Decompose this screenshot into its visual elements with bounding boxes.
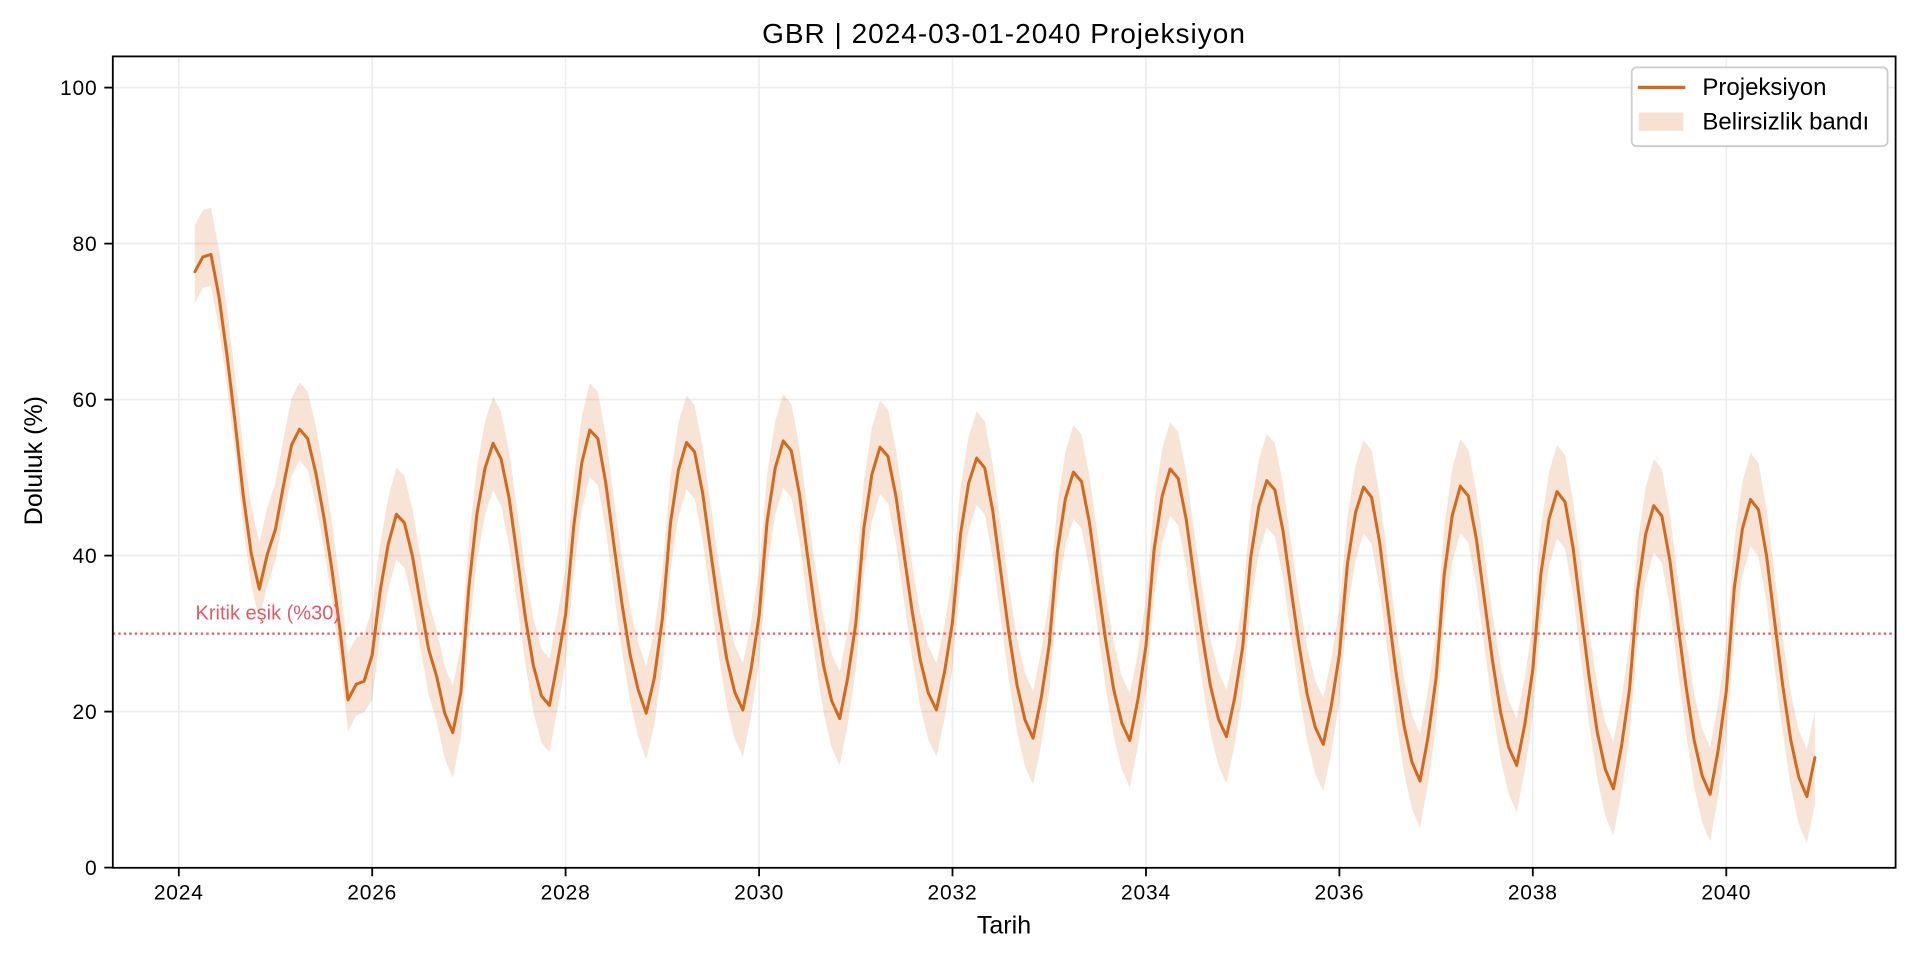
svg-text:2036: 2036 xyxy=(1314,882,1364,905)
svg-text:40: 40 xyxy=(73,545,98,568)
svg-text:100: 100 xyxy=(60,77,97,100)
svg-text:2024: 2024 xyxy=(154,882,204,905)
svg-text:2032: 2032 xyxy=(928,882,978,905)
svg-text:80: 80 xyxy=(73,233,98,256)
svg-text:60: 60 xyxy=(73,389,98,412)
svg-text:Tarih: Tarih xyxy=(977,912,1031,940)
svg-text:20: 20 xyxy=(73,701,98,724)
svg-text:Belirsizlik bandı: Belirsizlik bandı xyxy=(1702,109,1869,136)
svg-text:2026: 2026 xyxy=(347,882,397,905)
svg-text:GBR | 2024-03-01-2040 Projeksi: GBR | 2024-03-01-2040 Projeksiyon xyxy=(762,18,1246,49)
svg-text:Doluluk (%): Doluluk (%) xyxy=(20,396,48,525)
svg-text:2030: 2030 xyxy=(734,882,784,905)
svg-text:2028: 2028 xyxy=(541,882,591,905)
svg-text:2034: 2034 xyxy=(1121,882,1171,905)
svg-text:0: 0 xyxy=(85,857,97,880)
svg-text:Kritik eşik (%30): Kritik eşik (%30) xyxy=(196,603,340,625)
svg-text:2038: 2038 xyxy=(1508,882,1558,905)
svg-text:2040: 2040 xyxy=(1701,882,1751,905)
svg-text:Projeksiyon: Projeksiyon xyxy=(1702,74,1826,101)
